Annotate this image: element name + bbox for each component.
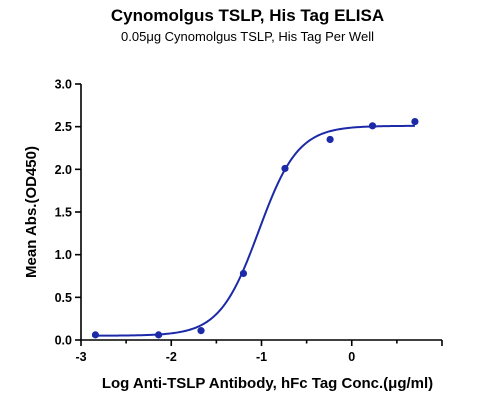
y-tick-label: 2.0 — [55, 163, 72, 177]
chart-subtitle: 0.05μg Cynomolgus TSLP, His Tag Per Well — [121, 29, 374, 44]
x-axis-title: Log Anti-TSLP Antibody, hFc Tag Conc.(μg… — [102, 375, 433, 392]
y-tick-label: 0.0 — [55, 334, 72, 348]
y-ticks: 0.0 0.5 1.0 1.5 2.0 2.5 3.0 — [55, 78, 81, 348]
data-point — [197, 327, 205, 335]
data-point — [281, 164, 289, 173]
y-tick-label: 1.0 — [55, 248, 72, 262]
x-tick-label: 0 — [348, 350, 355, 364]
fit-curve — [95, 124, 415, 337]
data-point — [155, 331, 163, 339]
axes — [80, 84, 442, 341]
data-point — [91, 331, 100, 339]
x-tick-label: -2 — [166, 350, 177, 364]
y-tick-label: 0.5 — [55, 291, 72, 305]
chart-title: Cynomolgus TSLP, His Tag ELISA — [110, 6, 385, 25]
x-ticks: -3 -2 -1 0 — [75, 340, 443, 364]
series-layer — [91, 117, 419, 339]
data-point — [411, 117, 419, 126]
x-tick-label: -3 — [75, 350, 86, 364]
y-tick-label: 3.0 — [55, 78, 72, 92]
data-point — [239, 269, 248, 278]
y-tick-label: 2.5 — [55, 120, 72, 134]
y-tick-label: 1.5 — [55, 206, 72, 220]
data-point — [326, 135, 334, 144]
data-point — [368, 122, 377, 130]
x-tick-label: -1 — [256, 350, 267, 364]
y-axis-title: Mean Abs.(OD450) — [23, 146, 40, 278]
